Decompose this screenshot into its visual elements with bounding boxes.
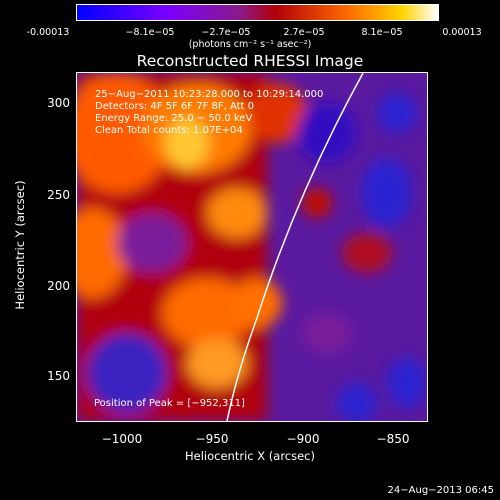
info-total-counts: Clean Total counts: 1.07E+04 bbox=[95, 125, 243, 136]
colorbar-tick: −8.1e−05 bbox=[125, 27, 175, 38]
x-tick-label: −1000 bbox=[101, 432, 143, 446]
x-tick-label: −850 bbox=[376, 432, 410, 446]
date-stamp: 24−Aug−2013 06:45 bbox=[387, 485, 494, 496]
x-axis-label: Heliocentric X (arcsec) bbox=[185, 449, 315, 463]
x-tick-label: −950 bbox=[195, 432, 229, 446]
plot-title: Reconstructed RHESSI Image bbox=[136, 52, 364, 70]
colorbar-units: (photons cm⁻² s⁻¹ asec⁻²) bbox=[188, 39, 312, 50]
heatmap-plot bbox=[76, 72, 428, 422]
y-tick-label: 150 bbox=[47, 369, 70, 383]
colorbar-tick: -0.00013 bbox=[26, 27, 70, 38]
colorbar-tick: −2.7e−05 bbox=[201, 27, 251, 38]
colorbar-tick: 2.7e−05 bbox=[283, 27, 325, 38]
heatmap-image bbox=[77, 73, 427, 421]
colorbar bbox=[76, 4, 439, 21]
peak-position-label: Position of Peak = [−952,311] bbox=[94, 398, 245, 409]
x-tick-label: −900 bbox=[286, 432, 320, 446]
colorbar-tick: 0.00013 bbox=[442, 27, 482, 38]
y-axis-label: Heliocentric Y (arcsec) bbox=[13, 180, 27, 310]
info-time-range: 25−Aug−2011 10:23:28.000 to 10:29:14.000 bbox=[95, 89, 324, 100]
colorbar-tick: 8.1e−05 bbox=[361, 27, 403, 38]
y-tick-label: 300 bbox=[47, 96, 70, 110]
info-detectors: Detectors: 4F 5F 6F 7F 8F, Att 0 bbox=[95, 101, 255, 112]
info-energy-range: Energy Range: 25.0 − 50.0 keV bbox=[95, 113, 253, 124]
y-tick-label: 250 bbox=[47, 188, 70, 202]
y-tick-label: 200 bbox=[47, 279, 70, 293]
